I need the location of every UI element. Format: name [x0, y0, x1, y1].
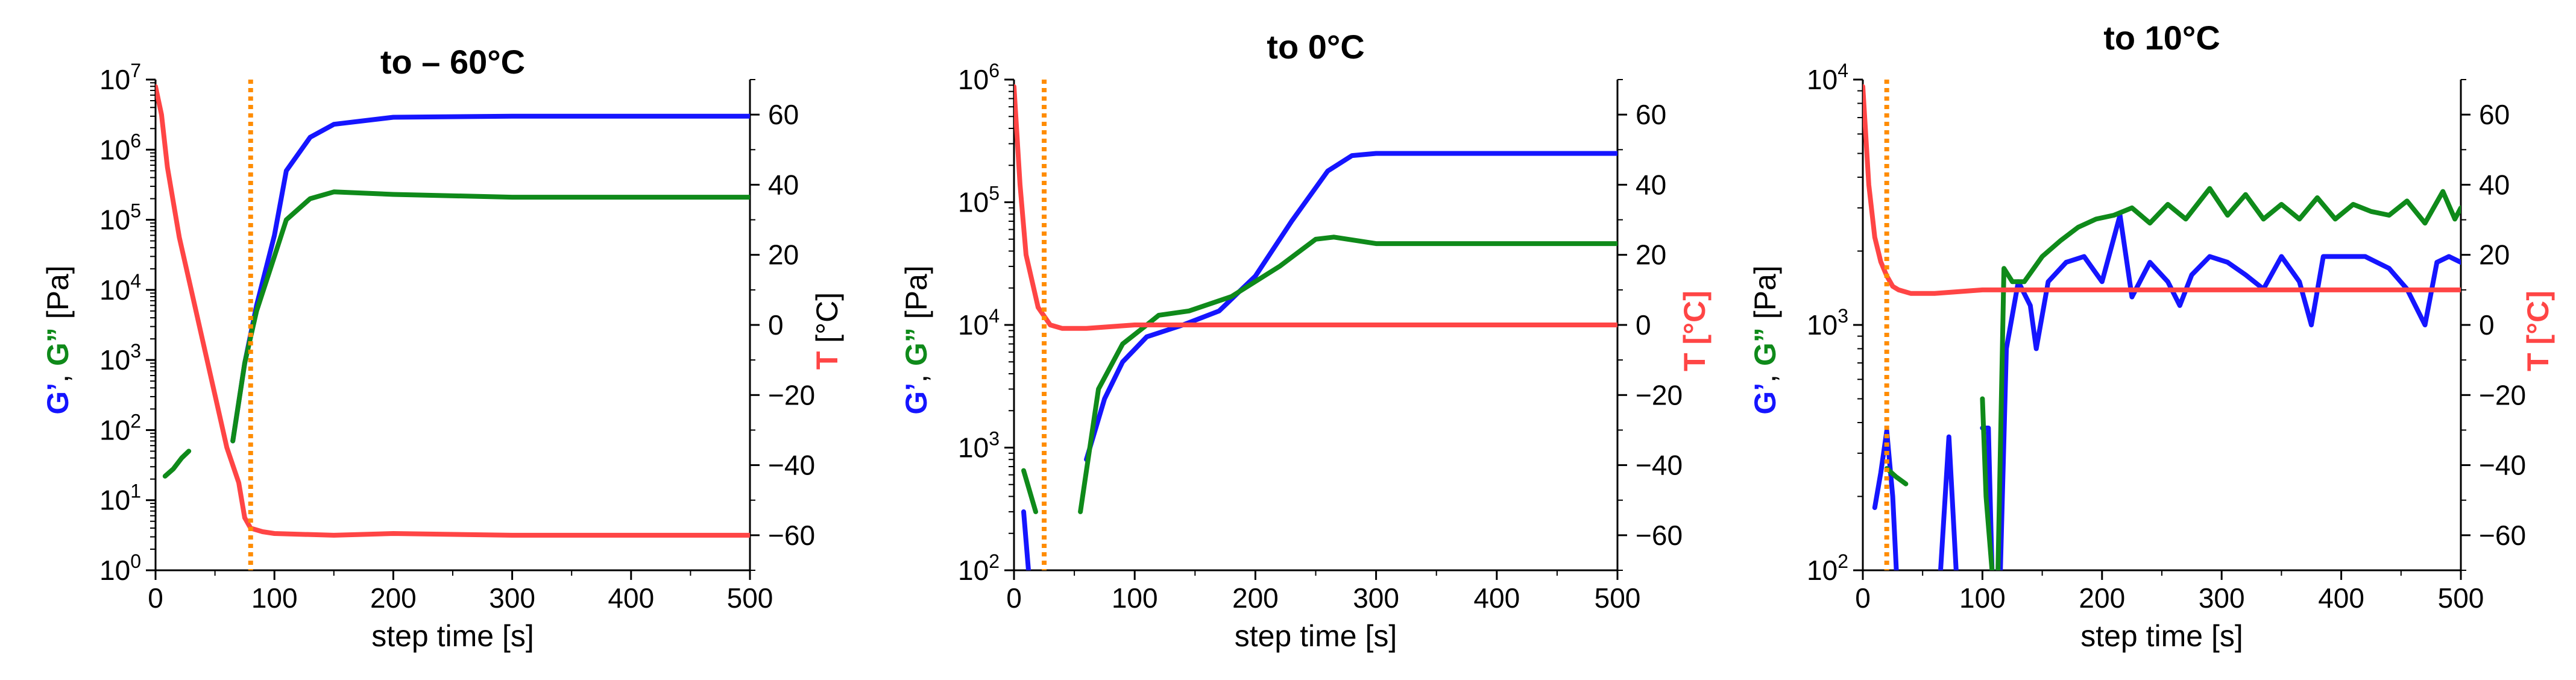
y-left-axis-label: G’, G” [Pa]	[899, 265, 933, 414]
y-right-tick-label: −20	[2479, 379, 2526, 411]
y-left-tick-label: 103	[99, 340, 141, 376]
series-line-gp	[1998, 213, 2461, 570]
series-line-gp	[230, 113, 750, 444]
y-right-tick-label: 0	[768, 309, 784, 341]
y-right-tick-label: −60	[2479, 520, 2526, 551]
chart-title: to 0°C	[1267, 28, 1364, 66]
y-right-tick-label: 0	[2479, 309, 2495, 341]
y-right-tick-label: 60	[2479, 99, 2510, 130]
y-left-tick-label: 105	[99, 200, 141, 236]
y-left-tick-label: 107	[99, 60, 141, 95]
y-right-tick-label: −40	[768, 450, 815, 481]
x-tick-label: 500	[2438, 582, 2484, 614]
y-right-tick-label: 40	[2479, 169, 2510, 200]
x-tick-label: 100	[1112, 582, 1158, 614]
x-axis-label: step time [s]	[1235, 619, 1397, 653]
y-right-tick-label: −40	[1636, 450, 1683, 481]
y-left-tick-label: 104	[1807, 60, 1848, 95]
y-right-tick-label: 20	[1636, 239, 1666, 271]
y-right-axis-label: T [°C]	[1678, 291, 1712, 371]
x-tick-label: 300	[489, 582, 535, 614]
x-tick-label: 100	[251, 582, 298, 614]
x-tick-label: 0	[1855, 582, 1871, 614]
series-line-gpp	[230, 189, 750, 444]
series-line-gpp	[1980, 396, 1995, 570]
y-right-tick-label: 60	[768, 99, 799, 130]
y-left-axis-label: G’, G” [Pa]	[1748, 265, 1782, 414]
plot-area	[1863, 84, 2461, 570]
x-tick-label: 200	[370, 582, 417, 614]
x-tick-label: 400	[1473, 582, 1520, 614]
y-left-tick-label: 106	[958, 60, 1000, 95]
plot-area	[1014, 84, 1617, 570]
series-line-gp	[1021, 509, 1031, 570]
y-right-tick-label: −20	[1636, 379, 1683, 411]
series-line-gpp	[1995, 186, 2461, 570]
y-left-tick-label: 105	[958, 183, 1000, 218]
x-tick-label: 200	[2079, 582, 2125, 614]
y-right-tick-label: 20	[768, 239, 799, 271]
series-line-gp	[1084, 151, 1617, 462]
y-left-axis-label: G’, G” [Pa]	[41, 265, 75, 414]
x-tick-label: 400	[2318, 582, 2364, 614]
series-line-gp	[1872, 428, 1899, 570]
series-line-gpp	[1078, 235, 1617, 514]
x-axis-label: step time [s]	[2080, 619, 2243, 653]
y-left-tick-label: 103	[1807, 305, 1848, 341]
y-left-tick-label: 106	[99, 130, 141, 165]
x-tick-label: 0	[148, 582, 163, 614]
x-tick-label: 500	[1595, 582, 1641, 614]
series-line-t	[156, 84, 750, 538]
series-line-gp	[1938, 434, 1959, 570]
series-line-t	[1014, 84, 1617, 331]
y-left-tick-label: 103	[958, 428, 1000, 464]
y-left-tick-label: 102	[1807, 550, 1848, 586]
x-tick-label: 300	[2199, 582, 2245, 614]
series-line-t	[1863, 84, 2461, 296]
chart-title: to 10°C	[2103, 19, 2220, 57]
x-tick-label: 300	[1353, 582, 1399, 614]
y-left-tick-label: 102	[958, 550, 1000, 586]
y-right-axis-label: T [°C]	[810, 292, 844, 370]
y-left-tick-label: 104	[99, 270, 141, 306]
y-right-tick-label: 40	[1636, 169, 1666, 200]
plot-area	[156, 84, 750, 538]
x-tick-label: 400	[608, 582, 654, 614]
y-left-tick-label: 101	[99, 480, 141, 516]
x-tick-label: 0	[1006, 582, 1022, 614]
x-tick-label: 500	[727, 582, 773, 614]
series-line-gpp	[162, 449, 192, 479]
series-line-gpp	[1021, 468, 1038, 514]
x-tick-label: 200	[1232, 582, 1279, 614]
y-left-tick-label: 104	[958, 305, 1000, 341]
series-line-gpp	[1884, 466, 1909, 486]
y-right-axis-label: T [°C]	[2521, 291, 2555, 371]
y-left-tick-label: 100	[99, 550, 141, 586]
x-axis-label: step time [s]	[371, 619, 534, 653]
x-tick-label: 100	[1959, 582, 2006, 614]
y-right-tick-label: 20	[2479, 239, 2510, 271]
y-right-tick-label: 60	[1636, 99, 1666, 130]
chart-title: to – 60°C	[380, 43, 525, 81]
y-right-tick-label: 0	[1636, 309, 1651, 341]
y-right-tick-label: 40	[768, 169, 799, 200]
y-right-tick-label: −40	[2479, 450, 2526, 481]
y-right-tick-label: −20	[768, 379, 815, 411]
y-left-tick-label: 102	[99, 410, 141, 445]
y-right-tick-label: −60	[1636, 520, 1683, 551]
y-right-tick-label: −60	[768, 520, 815, 551]
